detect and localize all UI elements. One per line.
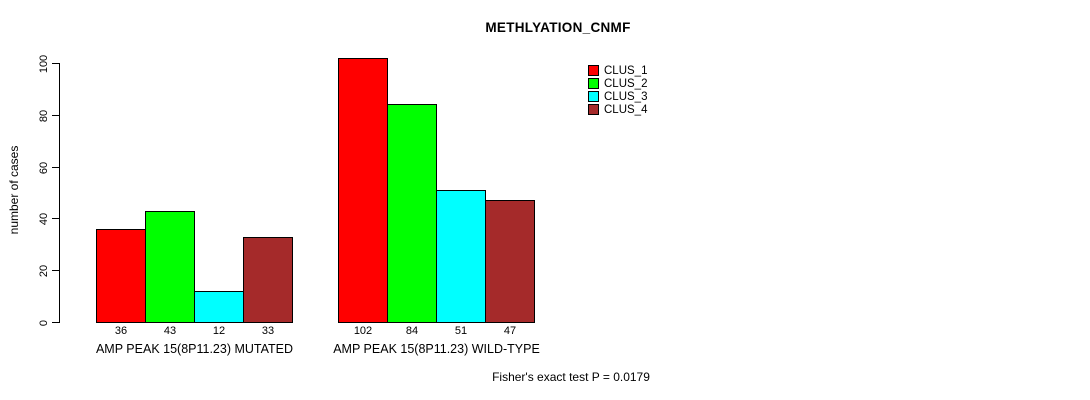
bar-clus_4-group1 — [243, 237, 293, 323]
chart-title: METHLYATION_CNMF — [485, 20, 631, 35]
bar-value-label: 36 — [114, 325, 128, 337]
y-axis-tick-label: 80 — [38, 109, 50, 122]
legend-label: CLUS_3 — [604, 90, 648, 103]
legend-row: CLUS_3 — [588, 90, 647, 103]
y-axis-tick-label: 100 — [38, 54, 50, 73]
fisher-test-annotation: Fisher's exact test P = 0.0179 — [492, 370, 650, 384]
bar-clus_2-group2 — [387, 104, 437, 323]
y-axis-tick — [52, 115, 59, 116]
bar-value-label: 47 — [503, 325, 517, 337]
y-axis-label: number of cases — [7, 145, 21, 235]
y-axis-line — [59, 63, 60, 323]
bar-clus_2-group1 — [145, 211, 195, 323]
y-axis-tick — [52, 322, 59, 323]
legend-swatch-clus_3 — [588, 91, 599, 102]
bar-clus_1-group1 — [96, 229, 146, 323]
y-axis-tick — [52, 167, 59, 168]
y-axis-tick-label: 60 — [38, 161, 50, 174]
bar-value-label: 43 — [163, 325, 177, 337]
legend-label: CLUS_4 — [604, 103, 648, 116]
x-category-label: AMP PEAK 15(8P11.23) WILD-TYPE — [333, 342, 540, 356]
y-axis-tick-label: 0 — [38, 319, 50, 326]
legend-swatch-clus_4 — [588, 104, 599, 115]
legend: CLUS_1 CLUS_2 CLUS_3 CLUS_4 — [588, 64, 647, 116]
legend-row: CLUS_1 — [588, 64, 647, 77]
legend-label: CLUS_2 — [604, 77, 648, 90]
y-axis-tick — [52, 270, 59, 271]
y-axis-tick — [52, 218, 59, 219]
y-axis-tick-label: 40 — [38, 212, 50, 225]
x-category-label: AMP PEAK 15(8P11.23) MUTATED — [95, 342, 294, 356]
bar-value-label: 102 — [353, 325, 373, 337]
legend-row: CLUS_4 — [588, 103, 647, 116]
bar-value-label: 12 — [212, 325, 226, 337]
legend-swatch-clus_2 — [588, 78, 599, 89]
bar-value-label: 51 — [454, 325, 468, 337]
bar-clus_3-group2 — [436, 190, 486, 323]
bar-clus_4-group2 — [485, 200, 535, 323]
y-axis-tick-label: 20 — [38, 264, 50, 277]
bar-value-label: 84 — [405, 325, 419, 337]
legend-row: CLUS_2 — [588, 77, 647, 90]
legend-swatch-clus_1 — [588, 65, 599, 76]
bar-value-label: 33 — [261, 325, 275, 337]
bar-clus_3-group1 — [194, 291, 244, 323]
legend-label: CLUS_1 — [604, 64, 648, 77]
bar-clus_1-group2 — [338, 58, 388, 323]
y-axis-tick — [52, 63, 59, 64]
